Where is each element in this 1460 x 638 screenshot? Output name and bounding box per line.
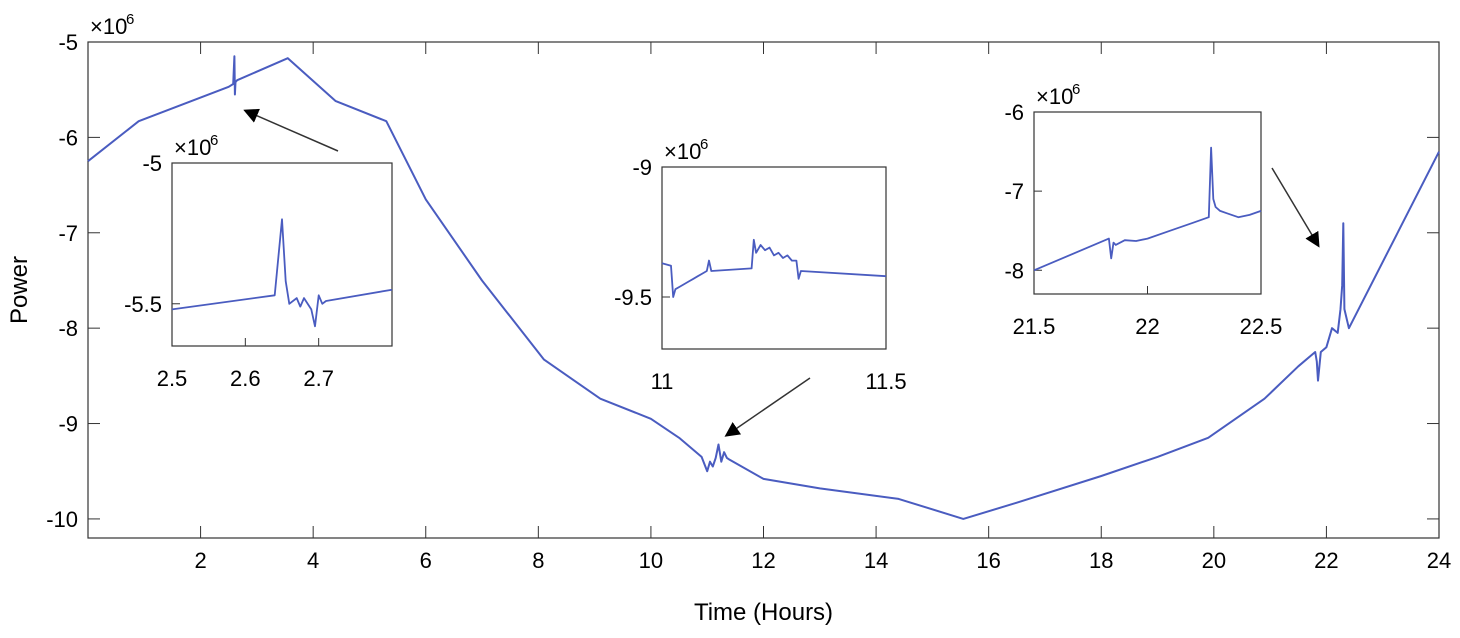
inset-3-y-multiplier: ×10 [1036,84,1073,109]
series-line-power [87,55,1440,520]
arrow-inset-2 [724,377,811,437]
inset-1-ytick-label: -5 [142,151,162,176]
inset-1-xtick-label: 2.7 [303,366,334,391]
main-ytick-label: -10 [46,507,78,532]
inset-3-xtick-label: 22.5 [1240,314,1283,339]
inset-3-y-multiplier-exponent: 6 [1072,81,1080,98]
inset-3-xtick-label: 21.5 [1013,314,1056,339]
main-xtick-label: 8 [532,548,544,573]
main-xtick-label: 16 [976,548,1000,573]
inset-2-y-multiplier: ×10 [664,139,701,164]
main-ytick-label: -7 [58,221,78,246]
inset-3-ytick-label: -7 [1004,179,1024,204]
main-ytick-label: -9 [58,412,78,437]
main-xtick-label: 18 [1089,548,1113,573]
main-y-multiplier-exponent: 6 [126,11,134,28]
main-xtick-label: 6 [420,548,432,573]
inset-1-ytick-label: -5.5 [124,292,162,317]
inset-1-xtick-label: 2.6 [230,366,261,391]
main-xtick-label: 24 [1427,548,1451,573]
inset-2-ytick-label: -9 [632,155,652,180]
inset-2-xtick-label: 11 [651,369,674,394]
main-xtick-label: 12 [751,548,775,573]
inset-2-frame [661,166,887,350]
main-xtick-label: 10 [639,548,663,573]
inset-1-y-multiplier: ×10 [174,135,211,160]
arrows [243,108,1320,437]
main-xtick-label: 2 [194,548,206,573]
main-xtick-label: 14 [864,548,888,573]
main-y-multiplier: ×10 [90,14,127,39]
inset-1-frame [171,162,393,347]
arrow-inset-3 [1271,167,1320,248]
inset-1-line [171,218,393,328]
inset-2-xtick-label: 11.5 [865,369,906,394]
inset-1: 2.5 2.6 2.7 -5.5 -5 ×106 [124,132,393,391]
inset-2-y-multiplier-exponent: 6 [700,136,708,153]
inset-2-ytick-label: -9.5 [614,285,652,310]
x-axis-label: Time (Hours) [694,599,833,626]
inset-2: 11 11.5 -9.5 -9 ×106 [614,136,907,394]
inset-3-ytick-label: -8 [1004,258,1024,283]
main-xtick-label: 20 [1202,548,1226,573]
inset-3-frame [1033,111,1262,295]
y-axis-label: Power [6,256,33,324]
inset-3: 21.5 22 22.5 -8 -7 -6 ×106 [1004,81,1282,339]
main-ytick-label: -8 [58,316,78,341]
main-xtick-label: 4 [307,548,319,573]
main-ytick-label: -5 [58,30,78,55]
inset-3-xtick-label: 22 [1135,314,1159,339]
inset-1-xtick-label: 2.5 [157,366,188,391]
inset-3-line [1033,146,1262,272]
inset-1-y-multiplier-exponent: 6 [210,132,218,149]
arrow-inset-1 [243,108,339,152]
main-ytick-label: -6 [58,125,78,150]
inset-3-ytick-label: -6 [1004,100,1024,125]
inset-2-line [661,238,887,298]
main-xtick-label: 22 [1314,548,1338,573]
